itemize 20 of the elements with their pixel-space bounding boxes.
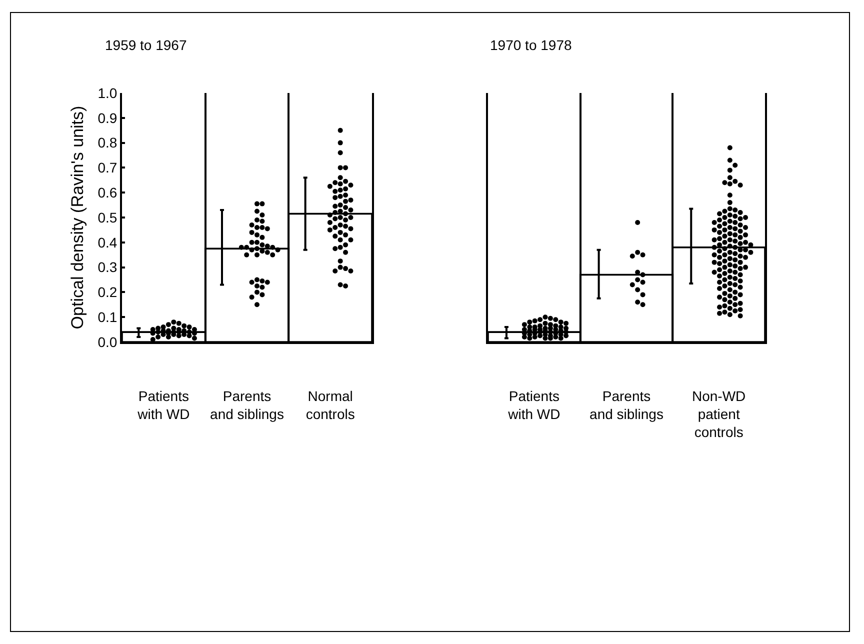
y-tick-label: 0.4 <box>98 234 118 250</box>
y-axis-title: Optical density (Ravin's units) <box>68 106 87 330</box>
x-tick-label: Patients with WD <box>507 388 560 422</box>
y-tick-label: 0.0 <box>98 334 118 350</box>
y-tick-label: 0.5 <box>98 209 118 226</box>
y-tick-label: 0.2 <box>98 284 118 300</box>
y-tick-label: 1.0 <box>98 84 118 101</box>
x-tick-label: Non-WD patient controls <box>692 388 746 440</box>
y-tick-label: 0.7 <box>98 160 118 176</box>
y-tick-label: 0.9 <box>98 110 118 126</box>
x-tick-label: Patients with WD <box>136 388 190 422</box>
y-tick-label: 0.1 <box>98 309 118 325</box>
chart-title: 1970 to 1978 <box>490 36 572 53</box>
y-tick-label: 0.8 <box>98 134 118 151</box>
x-tick-label: Normal controls <box>306 388 355 422</box>
x-tick-label: Parents and siblings <box>590 388 664 422</box>
x-tick-label: Parents and siblings <box>210 388 284 422</box>
chart-title: 1959 to 1967 <box>105 36 187 53</box>
y-tick-label: 0.6 <box>98 184 118 200</box>
y-tick-label: 0.3 <box>98 259 118 276</box>
